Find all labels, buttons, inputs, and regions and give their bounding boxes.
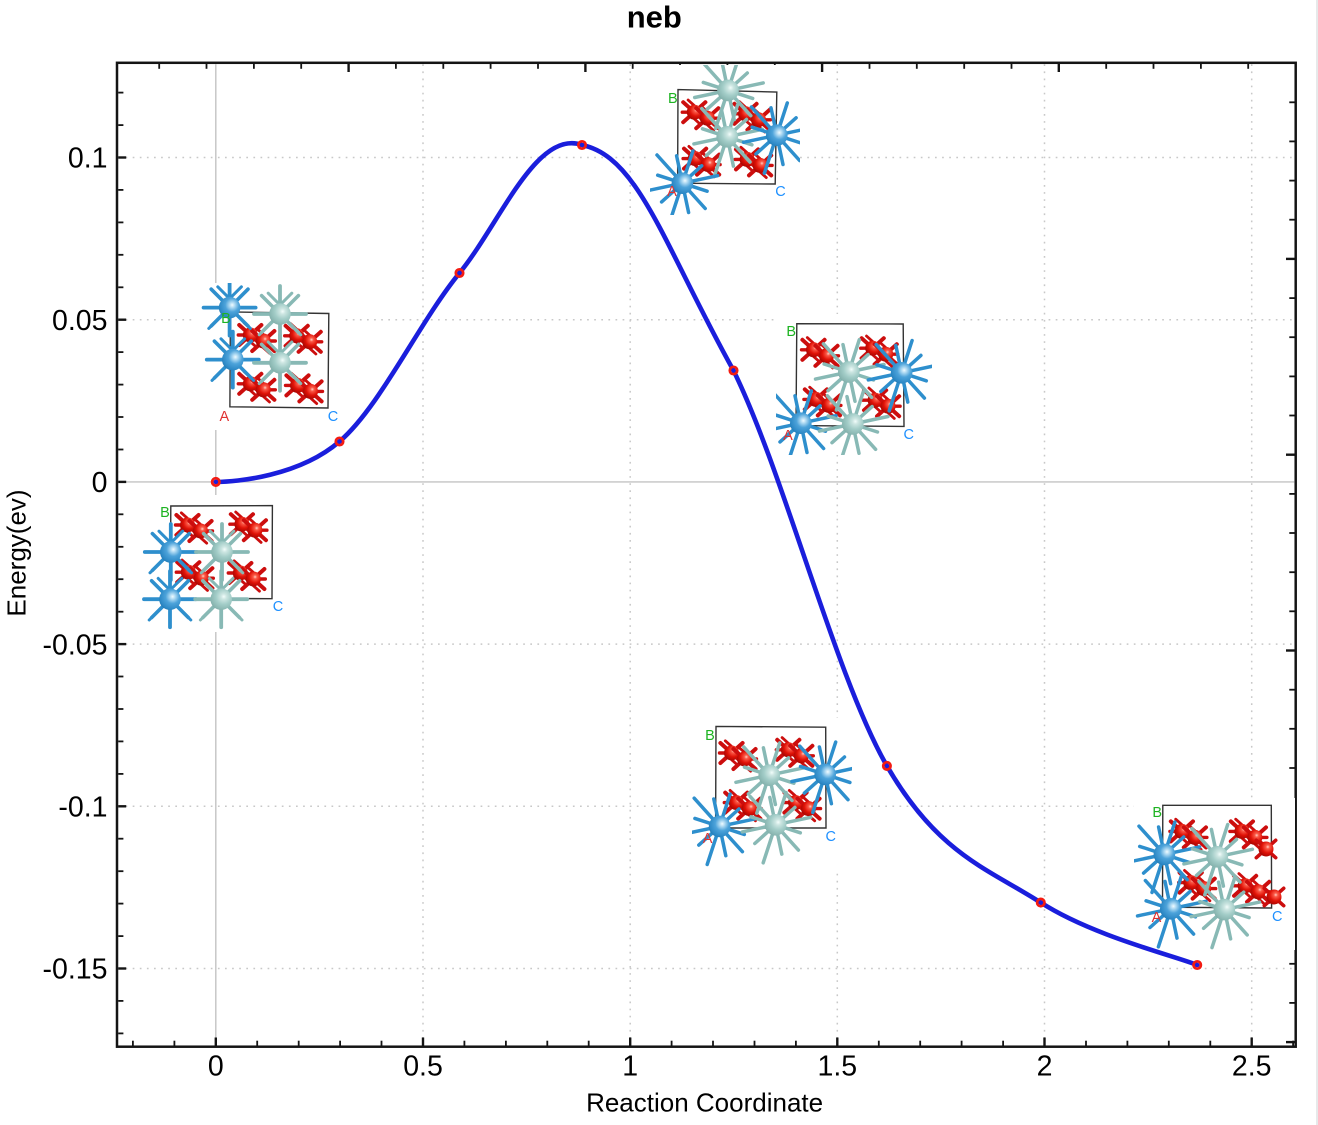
svg-text:2.5: 2.5 (1232, 1051, 1272, 1083)
svg-text:B: B (668, 91, 678, 107)
svg-text:C: C (273, 599, 283, 615)
svg-text:0.5: 0.5 (403, 1051, 443, 1083)
svg-text:C: C (826, 829, 836, 845)
svg-text:A: A (783, 428, 793, 444)
svg-text:A: A (667, 184, 677, 200)
svg-text:C: C (904, 427, 914, 443)
svg-text:-0.1: -0.1 (58, 792, 107, 824)
svg-text:-0.15: -0.15 (43, 954, 108, 986)
svg-text:1.5: 1.5 (817, 1051, 857, 1083)
svg-text:Reaction Coordinate: Reaction Coordinate (586, 1088, 823, 1118)
svg-text:A: A (219, 409, 229, 425)
svg-text:C: C (775, 184, 785, 200)
svg-text:1: 1 (622, 1051, 638, 1083)
svg-text:0.1: 0.1 (68, 143, 108, 175)
svg-text:A: A (703, 831, 713, 847)
svg-text:C: C (1272, 909, 1282, 925)
svg-text:B: B (705, 728, 715, 744)
svg-text:2: 2 (1037, 1051, 1053, 1083)
svg-text:-0.05: -0.05 (43, 629, 108, 661)
svg-text:C: C (328, 409, 338, 425)
svg-text:neb: neb (627, 0, 682, 34)
svg-text:0.05: 0.05 (52, 305, 107, 337)
svg-text:A: A (1152, 910, 1162, 926)
svg-text:0: 0 (92, 467, 108, 499)
svg-text:B: B (221, 311, 231, 327)
svg-text:B: B (786, 324, 796, 340)
svg-text:Energy(ev): Energy(ev) (2, 489, 32, 616)
svg-text:0: 0 (208, 1051, 224, 1083)
svg-text:B: B (160, 505, 170, 521)
svg-text:B: B (1152, 805, 1162, 821)
